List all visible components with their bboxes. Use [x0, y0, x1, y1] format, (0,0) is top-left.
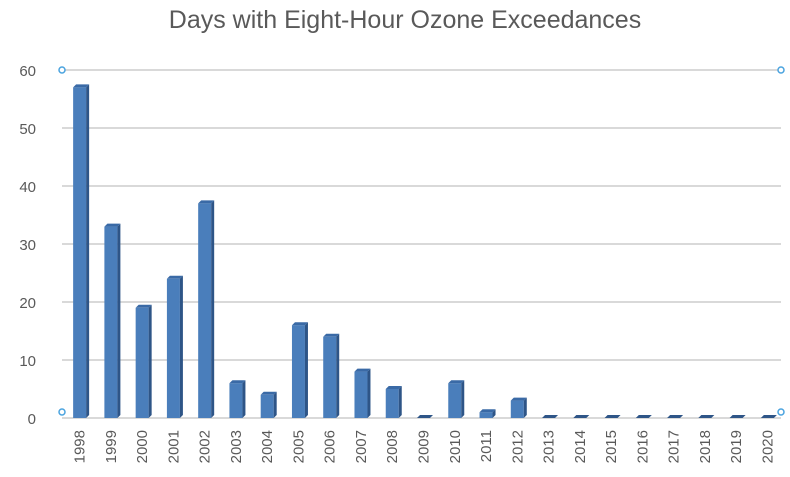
x-tick-label-1999: 1999	[103, 430, 120, 463]
y-tick-label-50: 50	[19, 121, 36, 138]
x-tick-label-2017: 2017	[666, 430, 683, 463]
bar-side-2004	[273, 391, 277, 418]
bar-side-2001	[179, 275, 183, 418]
bar-2016	[635, 415, 652, 418]
bar-2006	[323, 336, 337, 418]
plot-area-resize-handle-1[interactable]	[58, 66, 66, 74]
bar-side-1998	[86, 84, 90, 419]
bar-1998	[73, 87, 87, 419]
x-tick-label-2015: 2015	[603, 430, 620, 463]
bar-2015	[604, 415, 621, 418]
y-tick-label-60: 60	[19, 63, 36, 80]
bar-2005	[291, 325, 305, 418]
bar-top-2004	[260, 391, 277, 395]
bar-2014	[573, 415, 590, 418]
x-tick-label-2018: 2018	[697, 430, 714, 463]
x-tick-label-2020: 2020	[759, 430, 776, 463]
y-tick-label-30: 30	[19, 237, 36, 254]
y-tick-label-20: 20	[19, 295, 36, 312]
bar-side-2006	[336, 333, 340, 418]
bar-side-1999	[117, 223, 121, 418]
y-tick-label-0: 0	[28, 411, 36, 428]
bar-2019	[729, 415, 746, 418]
bar-side-2010	[461, 380, 465, 418]
x-tick-label-2004: 2004	[259, 430, 276, 463]
bar-top-2008	[385, 386, 402, 389]
x-tick-label-2010: 2010	[447, 430, 464, 463]
bar-2004	[260, 394, 274, 418]
x-tick-label-2019: 2019	[728, 430, 745, 463]
bar-2010	[448, 383, 462, 418]
bar-top-2011	[479, 409, 496, 413]
x-tick-label-2012: 2012	[509, 430, 526, 463]
bar-side-2012	[523, 397, 527, 418]
x-tick-label-2009: 2009	[416, 430, 433, 463]
x-tick-label-2006: 2006	[322, 430, 339, 463]
bar-side-2002	[211, 200, 215, 418]
bar-2013	[542, 415, 559, 418]
bar-2018	[698, 415, 715, 418]
bar-side-2011	[492, 409, 496, 418]
y-tick-label-10: 10	[19, 353, 36, 370]
bar-top-2006	[323, 333, 340, 337]
y-tick-label-40: 40	[19, 179, 36, 196]
bar-2008	[385, 389, 399, 418]
bar-top-2001	[166, 275, 183, 279]
bar-2007	[354, 371, 368, 418]
bar-top-2000	[135, 304, 152, 308]
plot-area-resize-handle-2[interactable]	[777, 66, 785, 74]
bar-2011	[479, 412, 493, 418]
bar-top-1998	[73, 84, 90, 88]
x-tick-label-1998: 1998	[72, 430, 89, 463]
bar-2001	[166, 278, 180, 418]
bar-2009	[417, 415, 433, 418]
x-tick-label-2003: 2003	[228, 430, 245, 463]
bar-side-2008	[398, 386, 402, 418]
bar-top-1999	[104, 223, 121, 227]
x-tick-label-2002: 2002	[197, 430, 214, 463]
bar-side-2000	[148, 304, 152, 418]
bar-2002	[198, 203, 212, 418]
x-tick-label-2011: 2011	[478, 430, 495, 462]
bar-2012	[510, 400, 524, 418]
bar-top-2005	[291, 322, 308, 326]
bar-side-2005	[304, 322, 308, 418]
bar-1999	[104, 226, 118, 418]
bar-2017	[667, 415, 684, 418]
bar-top-2003	[229, 380, 246, 384]
x-tick-label-2005: 2005	[290, 430, 307, 463]
bar-side-2003	[242, 380, 246, 418]
bar-top-2007	[354, 368, 371, 372]
x-tick-label-2008: 2008	[384, 430, 401, 463]
bar-top-2002	[198, 200, 215, 204]
bar-top-2010	[448, 380, 465, 384]
chart-title: Days with Eight-Hour Ozone Exceedances	[168, 6, 642, 34]
x-tick-label-2014: 2014	[572, 430, 589, 463]
bar-2003	[229, 383, 243, 418]
x-tick-label-2007: 2007	[353, 430, 370, 463]
bar-top-2012	[510, 397, 527, 401]
bar-side-2007	[367, 368, 371, 418]
bar-2020	[760, 415, 777, 418]
x-tick-label-2016: 2016	[634, 430, 651, 463]
x-tick-label-2000: 2000	[134, 430, 151, 463]
plot-area-resize-handle-3[interactable]	[58, 408, 66, 416]
plot-area-resize-handle-4[interactable]	[777, 408, 785, 416]
x-tick-label-2001: 2001	[165, 430, 182, 463]
x-tick-label-2013: 2013	[541, 430, 558, 463]
bar-2000	[135, 307, 149, 418]
